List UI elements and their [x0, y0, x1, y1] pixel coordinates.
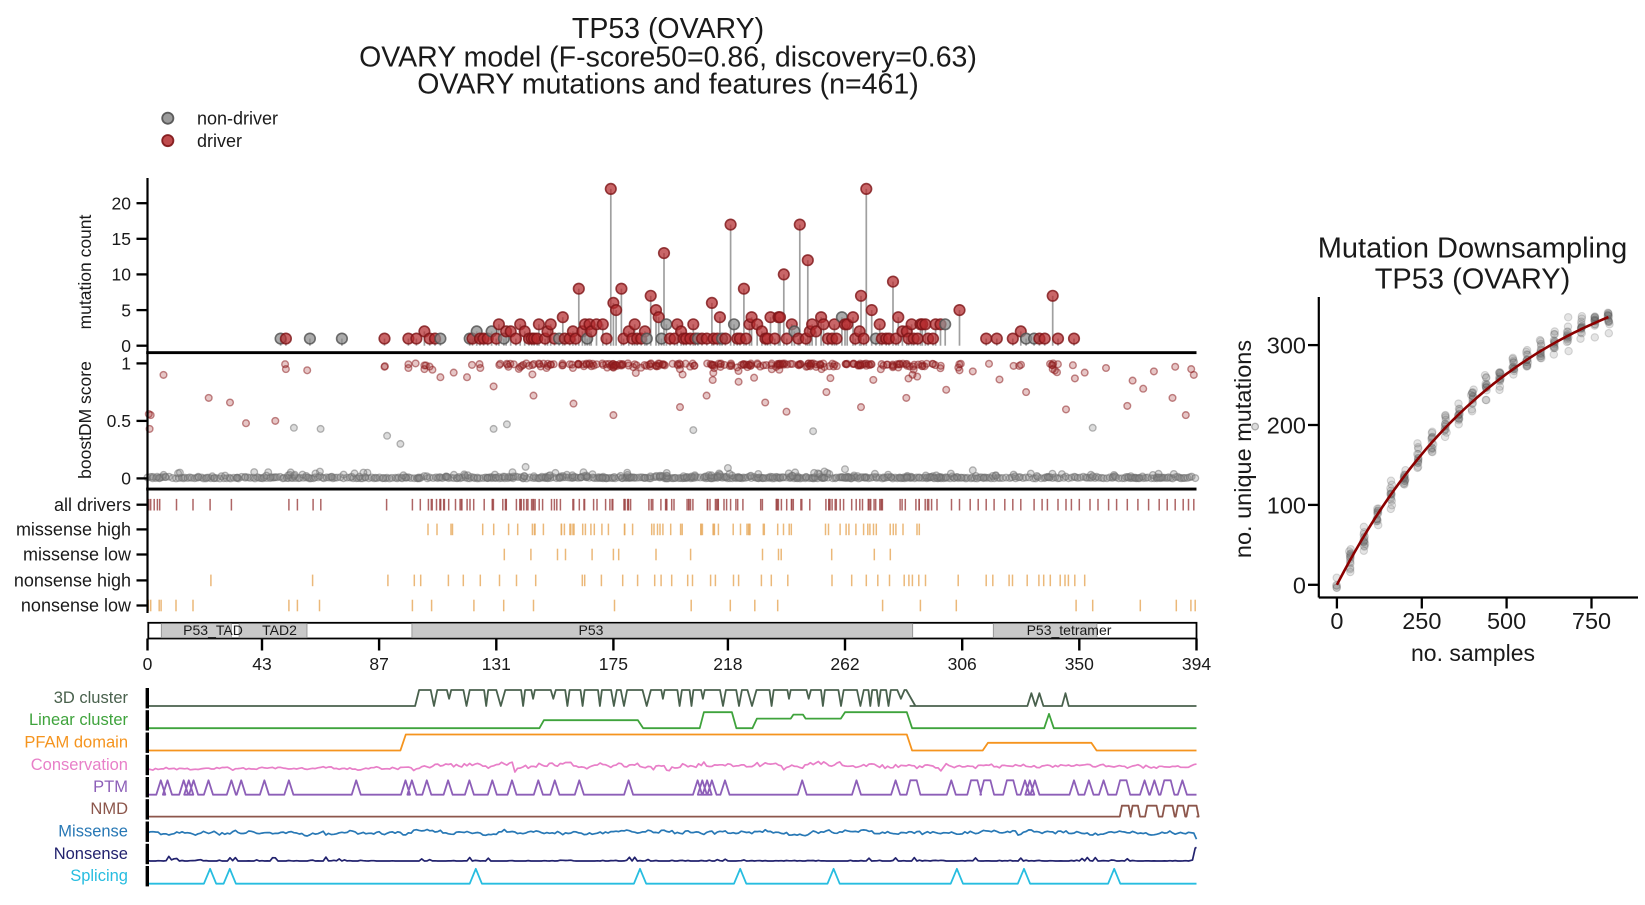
svg-text:0.5: 0.5 [107, 411, 131, 431]
svg-text:mutation count: mutation count [75, 214, 95, 329]
svg-text:100: 100 [1267, 492, 1306, 518]
svg-text:262: 262 [830, 654, 859, 674]
svg-text:TAD2: TAD2 [262, 622, 297, 638]
svg-text:15: 15 [112, 229, 131, 249]
svg-text:boostDM score: boostDM score [75, 361, 95, 479]
svg-text:driver: driver [197, 131, 242, 151]
svg-text:P53_TAD: P53_TAD [183, 622, 243, 638]
svg-text:all drivers: all drivers [54, 495, 131, 515]
svg-text:Missense: Missense [58, 823, 128, 841]
svg-text:3D cluster: 3D cluster [54, 689, 129, 707]
svg-text:0: 0 [1293, 572, 1306, 598]
svg-text:394: 394 [1182, 654, 1211, 674]
svg-text:PFAM domain: PFAM domain [24, 734, 128, 752]
svg-text:0: 0 [1330, 608, 1343, 634]
svg-text:Splicing: Splicing [70, 867, 128, 885]
svg-text:200: 200 [1267, 413, 1306, 439]
svg-text:nonsense high: nonsense high [14, 571, 131, 591]
svg-text:250: 250 [1402, 608, 1441, 634]
svg-text:Mutation Downsampling: Mutation Downsampling [1318, 233, 1627, 265]
svg-text:OVARY model (F-score50=0.86, d: OVARY model (F-score50=0.86, discovery=0… [359, 42, 977, 74]
svg-text:350: 350 [1065, 654, 1094, 674]
svg-text:non-driver: non-driver [197, 109, 278, 129]
svg-text:218: 218 [713, 654, 742, 674]
svg-text:Nonsense: Nonsense [54, 845, 128, 863]
svg-text:PTM: PTM [93, 778, 128, 796]
svg-text:0: 0 [121, 469, 131, 489]
svg-text:0: 0 [121, 336, 131, 356]
svg-text:no. samples: no. samples [1411, 640, 1535, 666]
svg-text:20: 20 [112, 193, 132, 213]
svg-text:Linear cluster: Linear cluster [29, 711, 129, 729]
svg-text:5: 5 [121, 300, 131, 320]
svg-text:300: 300 [1267, 333, 1306, 359]
svg-text:0: 0 [143, 654, 153, 674]
svg-text:NMD: NMD [90, 800, 128, 818]
svg-text:OVARY mutations and features (: OVARY mutations and features (n=461) [417, 69, 918, 101]
svg-text:1: 1 [121, 354, 131, 374]
svg-text:P53: P53 [579, 622, 604, 638]
svg-text:306: 306 [948, 654, 977, 674]
svg-text:nonsense low: nonsense low [21, 596, 132, 616]
svg-text:P53_tetramer: P53_tetramer [1027, 622, 1112, 638]
svg-text:10: 10 [112, 265, 132, 285]
svg-text:131: 131 [482, 654, 511, 674]
svg-text:87: 87 [369, 654, 388, 674]
svg-text:500: 500 [1487, 608, 1526, 634]
svg-text:43: 43 [252, 654, 271, 674]
svg-text:missense low: missense low [23, 545, 132, 565]
svg-text:TP53 (OVARY): TP53 (OVARY) [1375, 264, 1571, 296]
svg-text:TP53 (OVARY): TP53 (OVARY) [572, 13, 764, 45]
svg-text:no. unique mutations: no. unique mutations [1230, 340, 1256, 558]
svg-text:175: 175 [599, 654, 628, 674]
svg-text:missense high: missense high [16, 520, 131, 540]
svg-text:750: 750 [1572, 608, 1611, 634]
svg-text:Conservation: Conservation [31, 756, 128, 774]
